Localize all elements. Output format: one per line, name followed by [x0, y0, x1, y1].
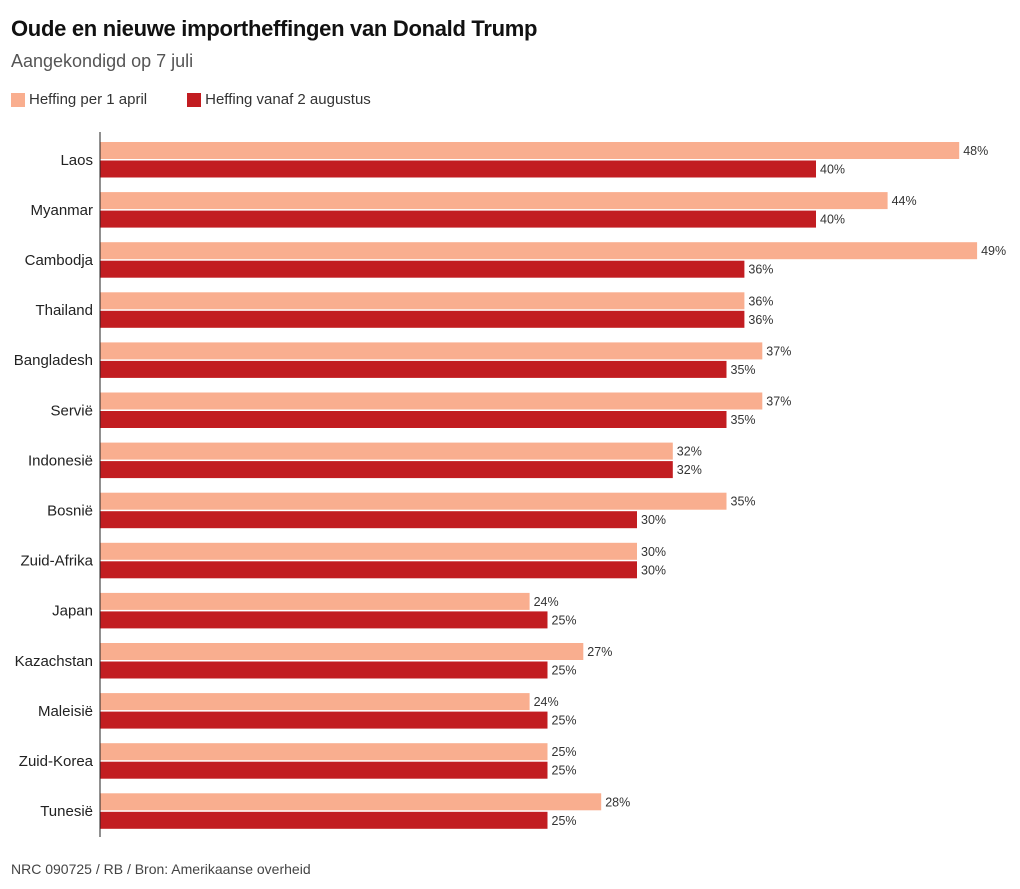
value-label: 37% — [766, 344, 791, 358]
value-label: 40% — [820, 163, 845, 177]
chart-title: Oude en nieuwe importheffingen van Donal… — [11, 16, 538, 41]
value-label: 32% — [677, 445, 702, 459]
category-label: Myanmar — [30, 202, 93, 219]
category-label: Servië — [50, 402, 93, 419]
category-label: Bosnië — [47, 502, 93, 519]
bar-april — [100, 192, 888, 210]
bar-april — [100, 242, 978, 260]
category-label: Thailand — [35, 302, 93, 319]
category-label: Indonesië — [28, 452, 93, 469]
bar-april — [100, 592, 530, 610]
value-label: 35% — [731, 413, 756, 427]
category-label: Laos — [60, 152, 93, 169]
value-label: 25% — [552, 764, 577, 778]
bar-august — [100, 661, 548, 679]
bar-august — [100, 210, 816, 228]
bar-april — [100, 442, 673, 460]
value-label: 30% — [641, 563, 666, 577]
legend: Heffing per 1 april Heffing vanaf 2 augu… — [11, 91, 411, 108]
value-label: 30% — [641, 513, 666, 527]
category-label: Tunesië — [40, 803, 93, 820]
value-label: 49% — [981, 244, 1006, 258]
value-label: 32% — [677, 463, 702, 477]
category-label: Japan — [52, 603, 93, 620]
legend-label-august: Heffing vanaf 2 augustus — [205, 91, 371, 108]
value-label: 25% — [552, 613, 577, 627]
value-label: 27% — [587, 645, 612, 659]
value-label: 25% — [552, 714, 577, 728]
category-label: Zuid-Korea — [19, 753, 94, 770]
bar-april — [100, 793, 602, 811]
value-label: 25% — [552, 745, 577, 759]
value-label: 24% — [534, 695, 559, 709]
bar-august — [100, 411, 727, 428]
bar-august — [100, 711, 548, 729]
value-label: 28% — [605, 795, 630, 809]
category-label: Maleisië — [38, 703, 93, 720]
legend-label-april: Heffing per 1 april — [29, 91, 148, 108]
bar-april — [100, 492, 727, 510]
bar-august — [100, 260, 745, 278]
bar-april — [100, 542, 637, 560]
bar-august — [100, 511, 637, 529]
bar-august — [100, 561, 637, 579]
bar-april — [100, 342, 763, 360]
value-label: 35% — [731, 495, 756, 509]
value-label: 25% — [552, 814, 577, 828]
value-label: 24% — [534, 595, 559, 609]
value-label: 30% — [641, 545, 666, 559]
legend-item-august: Heffing vanaf 2 augustus — [187, 91, 371, 108]
value-label: 36% — [748, 313, 773, 327]
bar-april — [100, 142, 960, 159]
value-label: 25% — [552, 664, 577, 678]
bar-april — [100, 643, 584, 660]
category-label: Zuid-Afrika — [20, 553, 93, 570]
value-label: 35% — [731, 363, 756, 377]
bar-august — [100, 461, 673, 479]
source-footer: NRC 090725 / RB / Bron: Amerikaanse over… — [11, 861, 311, 877]
value-label: 36% — [748, 263, 773, 277]
bar-august — [100, 811, 548, 829]
value-label: 48% — [963, 144, 988, 158]
bar-april — [100, 392, 763, 410]
category-label: Cambodja — [25, 252, 94, 269]
bar-august — [100, 360, 727, 378]
bar-april — [100, 292, 745, 310]
bar-august — [100, 310, 745, 328]
legend-swatch-august — [187, 92, 202, 107]
value-label: 37% — [766, 395, 791, 409]
bar-august — [100, 160, 816, 178]
category-label: Kazachstan — [15, 653, 93, 670]
value-label: 44% — [892, 194, 917, 208]
bar-august — [100, 761, 548, 779]
legend-item-april: Heffing per 1 april — [11, 91, 147, 108]
bar-april — [100, 743, 548, 761]
chart-subtitle: Aangekondigd op 7 juli — [11, 51, 194, 71]
bar-august — [100, 611, 548, 629]
value-label: 40% — [820, 213, 845, 227]
value-label: 36% — [748, 294, 773, 308]
category-label: Bangladesh — [14, 352, 93, 369]
legend-swatch-april — [11, 92, 25, 107]
bar-april — [100, 693, 530, 711]
